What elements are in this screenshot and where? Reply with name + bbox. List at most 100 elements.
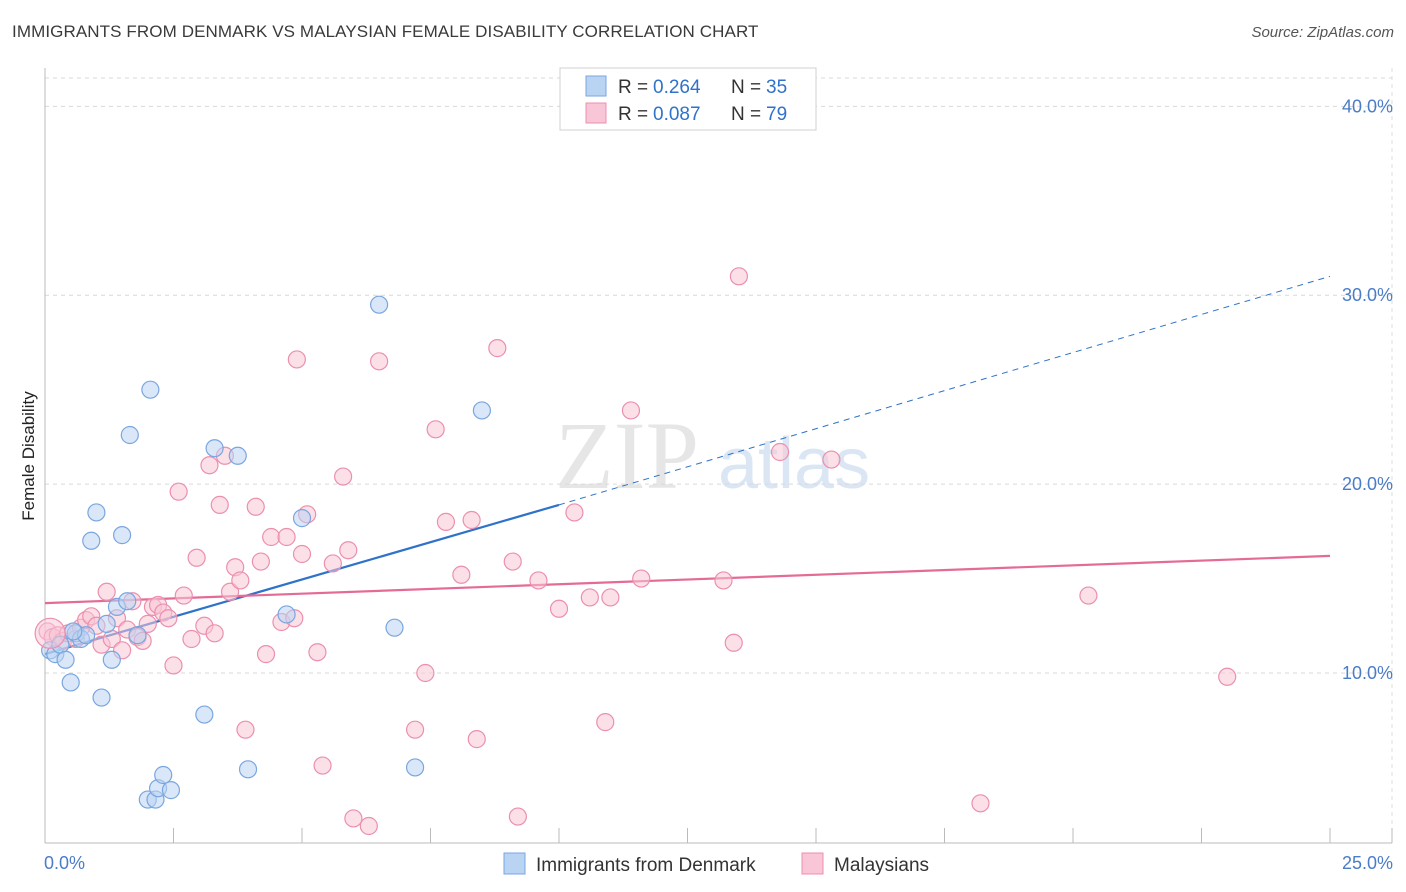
legend-r-label-malaysians: R = [618, 104, 648, 125]
point-malaysians [1218, 667, 1237, 686]
point-malaysians [565, 503, 584, 522]
point-malaysians [462, 510, 481, 530]
point-denmark [97, 614, 116, 633]
point-denmark [385, 618, 404, 637]
point-denmark [292, 509, 312, 528]
y-tick-label: 30.0% [1342, 285, 1393, 305]
bottom-legend-label-malaysians: Malaysians [834, 855, 929, 876]
point-cluster-malaysians [34, 617, 66, 649]
point-malaysians [159, 609, 178, 628]
point-denmark [141, 380, 160, 399]
point-denmark [82, 531, 101, 550]
point-malaysians [277, 527, 296, 547]
point-denmark [472, 401, 491, 420]
point-denmark [102, 650, 121, 669]
source-label: Source: ZipAtlas.com [1251, 24, 1394, 41]
bottom-legend-swatch-malaysians [801, 852, 824, 875]
axes [44, 68, 1393, 844]
legend-r-label-denmark: R = [618, 77, 648, 98]
legend-n-label-malaysians: N = [731, 104, 761, 125]
point-malaysians [97, 582, 116, 601]
point-malaysians [308, 643, 327, 662]
point-malaysians [236, 720, 255, 739]
y-tick-label: 20.0% [1342, 474, 1393, 494]
point-denmark [195, 705, 214, 724]
point-malaysians [174, 586, 193, 605]
point-malaysians [370, 352, 389, 371]
point-malaysians [138, 614, 157, 633]
point-denmark [277, 605, 296, 624]
y-axis-title: Female Disability [19, 391, 38, 521]
point-malaysians [313, 756, 332, 775]
point-denmark [154, 765, 173, 785]
legend-r-value-denmark: 0.264 [653, 77, 701, 98]
point-malaysians [256, 645, 276, 664]
point-denmark [120, 425, 139, 445]
legend-r-value-malaysians: 0.087 [653, 104, 701, 125]
point-malaysians [262, 527, 281, 547]
point-malaysians [251, 552, 270, 571]
point-malaysians [714, 571, 733, 590]
point-malaysians [549, 599, 569, 618]
point-malaysians [220, 582, 240, 601]
point-malaysians [1079, 586, 1098, 605]
point-malaysians [344, 809, 363, 828]
point-malaysians [632, 569, 651, 588]
watermark-zip: ZIP [555, 402, 699, 509]
point-denmark [238, 760, 258, 779]
point-malaysians [187, 548, 206, 567]
point-malaysians [724, 633, 743, 652]
point-denmark [61, 673, 80, 692]
point-malaysians [292, 544, 312, 564]
tick-labels: 10.0% 20.0% 30.0% 40.0% 0.0% 25.0% [44, 96, 1393, 873]
y-tick-label: 40.0% [1342, 96, 1393, 116]
point-malaysians [231, 571, 250, 590]
point-malaysians [822, 450, 841, 469]
point-malaysians [580, 588, 599, 607]
point-denmark [128, 626, 147, 645]
legend-n-label-denmark: N = [731, 77, 761, 98]
point-malaysians [210, 495, 229, 514]
point-malaysians [182, 629, 201, 649]
x-tick-label-min: 0.0% [44, 853, 85, 873]
bottom-legend-label-denmark: Immigrants from Denmark [536, 855, 756, 876]
point-denmark [92, 688, 111, 707]
point-malaysians [334, 467, 353, 486]
point-malaysians [488, 339, 507, 358]
watermark-atlas: atlas [718, 424, 870, 504]
point-malaysians [971, 794, 990, 813]
point-malaysians [467, 730, 486, 749]
point-malaysians [426, 420, 445, 439]
point-malaysians [452, 565, 471, 584]
chart-title: IMMIGRANTS FROM DENMARK VS MALAYSIAN FEM… [12, 22, 759, 41]
point-denmark [118, 592, 137, 611]
point-denmark [205, 439, 224, 458]
point-malaysians [729, 267, 749, 286]
bottom-legend-swatch-denmark [503, 852, 526, 875]
point-denmark [228, 446, 247, 465]
point-malaysians [164, 656, 183, 675]
point-malaysians [503, 552, 522, 571]
point-denmark [161, 781, 181, 800]
y-tick-label: 10.0% [1342, 663, 1393, 683]
point-malaysians [621, 401, 641, 420]
x-tick-label-max: 25.0% [1342, 853, 1393, 873]
point-malaysians [436, 512, 456, 531]
legend-n-value-denmark: 35 [766, 77, 787, 98]
trend-line-malaysians [44, 554, 1331, 605]
point-malaysians [246, 497, 265, 516]
point-malaysians [359, 816, 378, 836]
point-denmark [405, 758, 425, 777]
point-malaysians [508, 807, 527, 826]
point-denmark [370, 295, 389, 314]
point-malaysians [416, 663, 435, 683]
point-malaysians [529, 571, 548, 590]
point-denmark [87, 503, 106, 522]
top-legend: R = 0.264 N = 35 R = 0.087 N = 79 [559, 67, 817, 131]
point-malaysians [323, 554, 342, 573]
point-denmark [56, 650, 75, 669]
point-malaysians [770, 442, 790, 462]
bottom-legend: Immigrants from Denmark Malaysians [503, 852, 929, 876]
point-malaysians [339, 541, 358, 560]
